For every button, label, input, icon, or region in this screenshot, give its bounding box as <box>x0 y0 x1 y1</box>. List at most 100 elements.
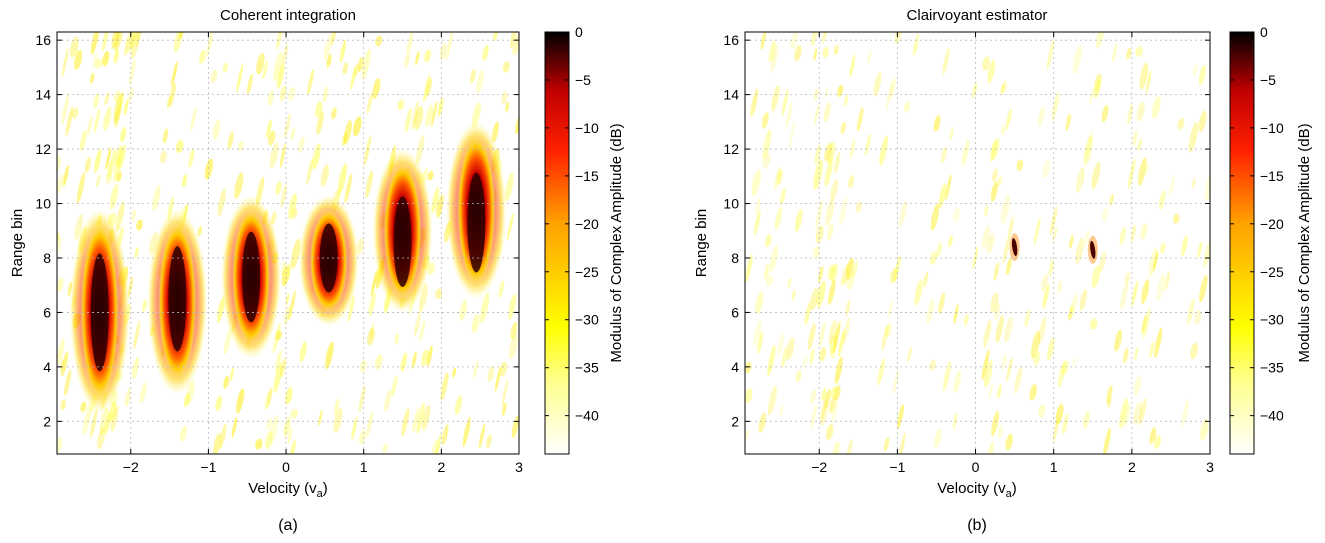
noise-speckle <box>61 351 69 377</box>
noise-speckle <box>236 63 244 93</box>
noise-speckle <box>435 288 443 300</box>
noise-speckle <box>117 144 126 170</box>
noise-speckle <box>213 432 222 454</box>
noise-speckle <box>827 223 834 241</box>
noise-speckle <box>856 107 864 132</box>
noise-speckle <box>283 306 290 326</box>
noise-speckle <box>1126 47 1132 60</box>
noise-speckle <box>885 80 894 112</box>
noise-speckle <box>953 303 959 324</box>
noise-speckle <box>93 108 101 134</box>
noise-speckle <box>1107 397 1112 409</box>
noise-speckle <box>287 427 293 444</box>
noise-speckle <box>828 319 837 345</box>
noise-speckle <box>382 443 389 454</box>
noise-speckle <box>1055 403 1064 425</box>
noise-speckle <box>819 347 827 362</box>
noise-speckle <box>1112 43 1118 63</box>
colorbar-tick-label: −5 <box>1260 72 1276 88</box>
noise-speckle <box>288 290 296 322</box>
noise-speckle <box>365 170 374 198</box>
noise-speckle <box>104 412 112 435</box>
noise-speckle <box>809 348 815 365</box>
noise-speckle <box>837 84 844 97</box>
noise-speckle <box>131 356 140 380</box>
x-axis-label: Velocity (va) <box>937 480 1016 500</box>
noise-speckle <box>229 366 235 382</box>
noise-speckle <box>774 166 781 191</box>
noise-speckle <box>61 47 69 78</box>
noise-speckle <box>281 265 290 287</box>
noise-speckle <box>57 338 65 365</box>
noise-speckle <box>445 32 454 61</box>
noise-speckle <box>990 181 998 202</box>
noise-speckle <box>765 234 772 247</box>
noise-speckle <box>506 212 514 242</box>
noise-speckle <box>123 36 131 56</box>
noise-speckle <box>1154 435 1161 449</box>
noise-speckle <box>441 424 449 445</box>
noise-speckle <box>1033 217 1041 246</box>
noise-speckle <box>1130 224 1136 243</box>
noise-speckle <box>186 380 195 405</box>
noise-speckle <box>1145 70 1152 95</box>
noise-speckle <box>1101 104 1109 123</box>
noise-speckle <box>330 107 337 120</box>
noise-speckle <box>499 361 508 377</box>
noise-speckle <box>108 148 117 178</box>
noise-speckle <box>74 49 83 70</box>
noise-speckle <box>745 361 752 374</box>
noise-speckle <box>486 434 492 449</box>
noise-speckle <box>1197 241 1203 258</box>
noise-speckle <box>217 188 226 217</box>
colorbar-tick-label: −15 <box>1260 168 1284 184</box>
noise-speckle <box>197 226 203 237</box>
noise-speckle <box>113 90 121 103</box>
noise-speckle <box>234 172 244 199</box>
noise-speckle <box>179 32 184 40</box>
noise-speckle <box>473 360 479 380</box>
noise-speckle <box>1000 83 1005 96</box>
noise-speckle <box>758 412 767 433</box>
noise-speckle <box>864 133 872 156</box>
noise-speckle <box>264 390 272 411</box>
noise-speckle <box>375 35 383 47</box>
noise-speckle <box>418 319 426 342</box>
panel-a: Coherent integration −2 −1 0 1 2 3 2468101214… <box>9 7 625 534</box>
noise-speckle <box>307 68 314 96</box>
noise-speckle <box>899 200 907 227</box>
noise-speckle <box>423 74 431 103</box>
colorbar-ticks: 0 −5 −10 −15 −20 −25 −30 −35 −40 <box>1230 24 1284 424</box>
noise-speckle <box>1061 360 1069 375</box>
noise-speckle <box>1160 242 1166 254</box>
noise-speckle <box>61 93 70 125</box>
noise-speckle <box>269 415 279 445</box>
noise-speckle <box>755 290 764 315</box>
noise-speckle <box>818 265 824 283</box>
noise-speckle <box>849 138 856 159</box>
noise-speckle <box>343 119 352 145</box>
noise-speckle <box>114 32 124 52</box>
noise-speckle <box>1008 216 1014 239</box>
noise-speckle <box>1091 161 1101 190</box>
noise-speckle <box>840 122 846 134</box>
noise-speckle <box>430 100 438 128</box>
noise-speckle <box>325 341 334 370</box>
noise-speckle <box>787 276 792 289</box>
noise-speckle <box>1001 124 1006 135</box>
noise-speckle <box>179 425 187 442</box>
noise-speckle <box>358 385 366 413</box>
noise-speckle <box>1029 384 1037 401</box>
noise-speckle <box>367 328 375 346</box>
noise-speckle <box>1049 206 1058 236</box>
x-tick-label: −1 <box>200 459 216 475</box>
noise-speckle <box>1096 32 1105 49</box>
x-axis-label: Velocity (va) <box>248 480 327 500</box>
noise-speckle <box>832 441 840 454</box>
noise-speckle <box>830 263 839 283</box>
noise-speckle <box>745 254 753 283</box>
noise-speckle <box>829 396 836 414</box>
noise-speckle <box>505 101 510 113</box>
plot-area <box>744 31 1211 455</box>
noise-speckle <box>877 357 885 386</box>
